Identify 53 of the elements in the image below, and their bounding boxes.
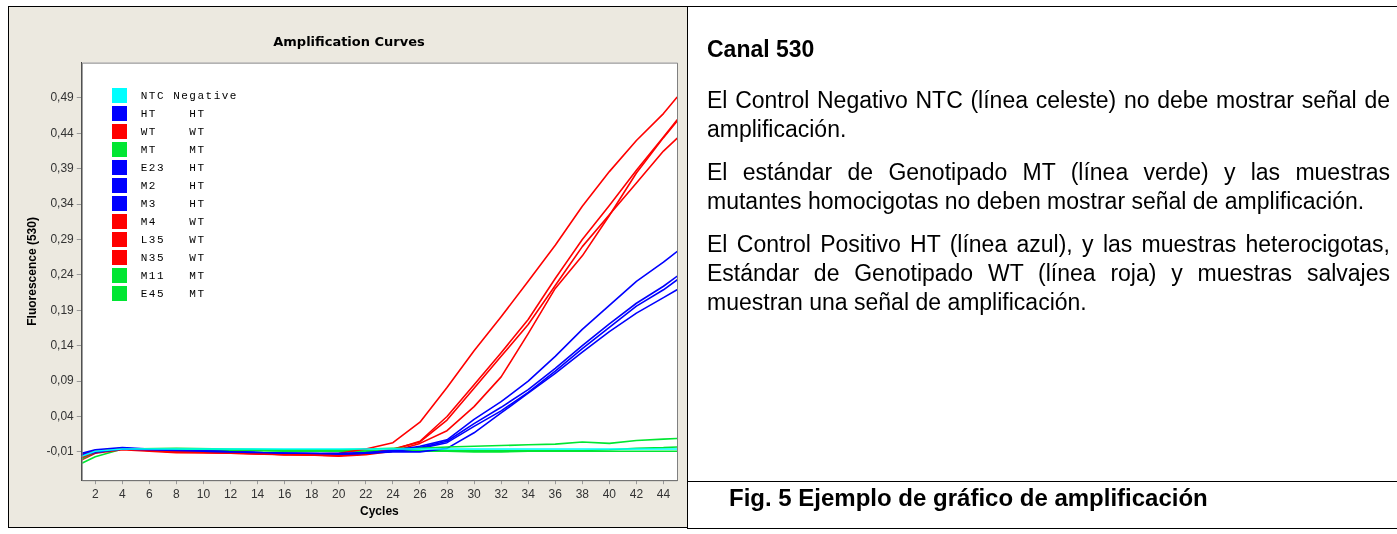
legend-label: E45 MT bbox=[140, 287, 206, 300]
legend-label: M4 WT bbox=[140, 215, 206, 228]
legend-label: L35 WT bbox=[140, 233, 206, 246]
x-tick-label: 30 bbox=[467, 486, 482, 501]
x-tick-label: 12 bbox=[223, 486, 238, 501]
x-tick-label: 14 bbox=[250, 486, 265, 501]
x-tick-label: 34 bbox=[521, 486, 536, 501]
chart-title: Amplification Curves bbox=[273, 34, 426, 50]
x-tick-label: 32 bbox=[494, 486, 509, 501]
legend-label: M3 HT bbox=[140, 197, 206, 210]
legend-label: WT WT bbox=[140, 125, 206, 138]
legend-label: MT MT bbox=[140, 143, 206, 156]
x-tick-label: 38 bbox=[575, 486, 590, 501]
y-axis-title: Fluorescence (530) bbox=[24, 217, 39, 326]
text: El Control Negativo NTC (línea celeste) no debe mostrar señal de amplificación. bbox=[707, 86, 1390, 144]
x-tick-label: 16 bbox=[278, 486, 292, 501]
x-tick-label: 10 bbox=[196, 486, 211, 501]
y-tick-label: 0,29 bbox=[50, 231, 75, 246]
x-tick-label: 6 bbox=[146, 486, 154, 501]
y-tick-label: 0,39 bbox=[50, 161, 75, 176]
y-tick-label: 0,24 bbox=[50, 267, 75, 282]
x-tick-label: 18 bbox=[305, 486, 319, 501]
y-tick-label: 0,09 bbox=[50, 373, 75, 388]
x-tick-label: 20 bbox=[332, 486, 346, 501]
x-tick-label: 26 bbox=[413, 486, 427, 501]
x-tick-label: 44 bbox=[656, 486, 671, 501]
x-tick-label: 24 bbox=[386, 486, 400, 501]
caption: Fig. 5 Ejemplo de gráfico de amplificación bbox=[728, 483, 1209, 511]
x-tick-label: 2 bbox=[91, 486, 99, 501]
text: El estándar de Genotipado MT (línea verde) y las muestras mutantes homocigotas no deben mostrar señal de amplificación. bbox=[707, 158, 1390, 216]
y-tick-label: 0,14 bbox=[50, 338, 75, 353]
text: Canal 530 bbox=[707, 35, 816, 64]
x-tick-label: 42 bbox=[629, 486, 644, 501]
x-tick-label: 22 bbox=[359, 486, 373, 501]
y-tick-label: 0,44 bbox=[50, 125, 75, 140]
x-tick-label: 8 bbox=[173, 486, 181, 501]
x-tick-label: 4 bbox=[118, 486, 126, 501]
legend-label: HT HT bbox=[140, 107, 206, 120]
y-tick-label: 0,49 bbox=[50, 90, 75, 105]
legend-label: N35 WT bbox=[140, 251, 206, 264]
x-axis-title: Cycles bbox=[360, 504, 400, 519]
legend-label: NTC Negative bbox=[140, 89, 238, 102]
x-tick-label: 28 bbox=[440, 486, 455, 501]
x-tick-label: 40 bbox=[602, 486, 617, 501]
y-tick-label: 0,34 bbox=[50, 196, 75, 211]
y-tick-label: -0,01 bbox=[46, 444, 75, 459]
y-tick-label: 0,04 bbox=[50, 408, 75, 423]
legend-label: M2 HT bbox=[140, 179, 206, 192]
text: El Control Positivo HT (línea azul), y las muestras heterocigotas, Estándar de Genotipado WT (línea roja) y muestras salvajes muestran una señal de amplificación. bbox=[707, 230, 1390, 317]
x-tick-label: 36 bbox=[548, 486, 563, 501]
y-tick-label: 0,19 bbox=[50, 302, 75, 317]
legend-label: M11 MT bbox=[140, 269, 206, 282]
legend-label: E23 HT bbox=[140, 161, 206, 174]
